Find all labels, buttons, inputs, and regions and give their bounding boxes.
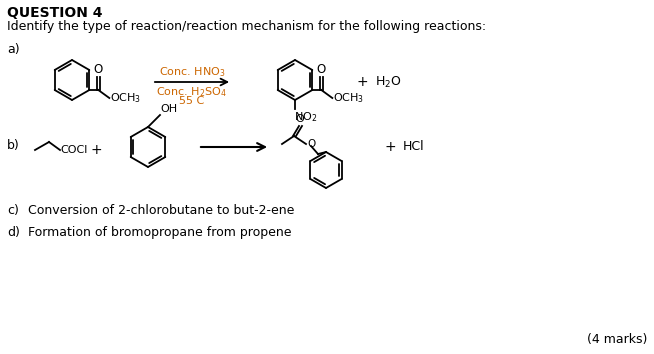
- Text: Conversion of 2-chlorobutane to but-2-ene: Conversion of 2-chlorobutane to but-2-en…: [28, 204, 294, 217]
- Text: O: O: [296, 114, 304, 124]
- Text: Conc. HNO$_3$: Conc. HNO$_3$: [159, 65, 226, 79]
- Text: QUESTION 4: QUESTION 4: [7, 6, 103, 20]
- Text: d): d): [7, 226, 20, 239]
- Text: (4 marks): (4 marks): [587, 333, 647, 346]
- Text: OH: OH: [160, 104, 177, 114]
- Text: O: O: [317, 63, 326, 76]
- Text: O: O: [94, 63, 103, 76]
- Text: NO$_2$: NO$_2$: [294, 110, 317, 124]
- Text: b): b): [7, 139, 20, 152]
- Text: +: +: [356, 75, 368, 89]
- Text: c): c): [7, 204, 19, 217]
- Text: COCl: COCl: [60, 145, 88, 155]
- Text: 55 C: 55 C: [179, 96, 205, 106]
- Text: +: +: [384, 140, 396, 154]
- Text: HCl: HCl: [403, 141, 424, 154]
- Text: OCH$_3$: OCH$_3$: [334, 91, 364, 105]
- Text: Identify the type of reaction/reaction mechanism for the following reactions:: Identify the type of reaction/reaction m…: [7, 20, 486, 33]
- Text: Conc. H$_2$SO$_4$: Conc. H$_2$SO$_4$: [156, 85, 228, 99]
- Text: Formation of bromopropane from propene: Formation of bromopropane from propene: [28, 226, 292, 239]
- Text: +: +: [90, 143, 102, 157]
- Text: H$_2$O: H$_2$O: [375, 74, 402, 90]
- Text: a): a): [7, 43, 20, 56]
- Text: OCH$_3$: OCH$_3$: [111, 91, 141, 105]
- Text: O: O: [307, 139, 315, 149]
